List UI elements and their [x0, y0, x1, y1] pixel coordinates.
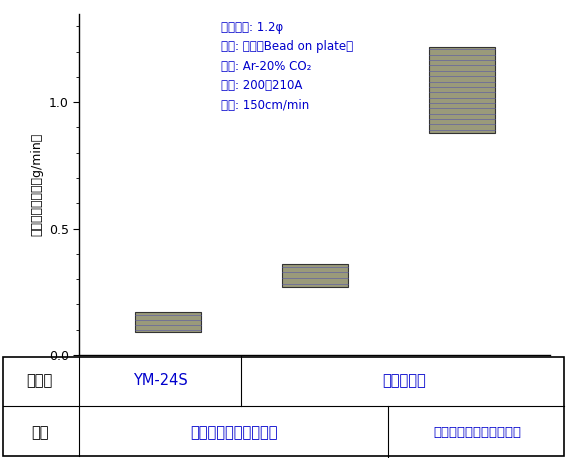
- Text: 電源: 電源: [31, 425, 48, 440]
- Y-axis label: スパッタ発生量（g/min）: スパッタ発生量（g/min）: [31, 133, 44, 236]
- Text: YM-24S: YM-24S: [133, 373, 188, 388]
- Bar: [134, 312, 201, 332]
- Text: 従来ワイヤ: 従来ワイヤ: [382, 373, 426, 388]
- Text: トランジスタパルス電源: トランジスタパルス電源: [434, 426, 522, 439]
- Text: ワイヤ: ワイヤ: [27, 373, 53, 388]
- Bar: [429, 47, 495, 132]
- Bar: [282, 264, 348, 287]
- Text: インバータパルス電源: インバータパルス電源: [190, 425, 278, 440]
- Text: ワイヤ径: 1.2φ
姿勢: 下向（Bead on plate）
ガス: Ar-20% CO₂
電流: 200～210A
速度: 150cm/min: ワイヤ径: 1.2φ 姿勢: 下向（Bead on plate） ガス: Ar-…: [221, 21, 353, 112]
